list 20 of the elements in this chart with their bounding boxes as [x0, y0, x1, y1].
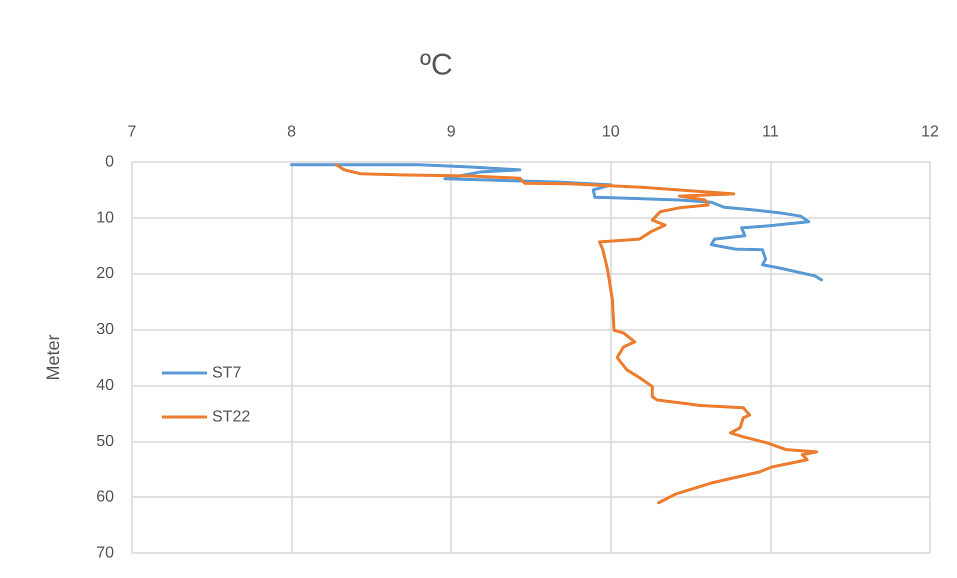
y-tick-label: 70	[96, 544, 114, 562]
y-tick-label: 30	[96, 321, 114, 338]
x-tick-label: 7	[128, 124, 137, 140]
legend-label: ST22	[212, 408, 250, 426]
y-tick-label: 60	[96, 488, 114, 506]
y-tick-label: 10	[96, 209, 114, 226]
y-tick-label: 50	[96, 432, 114, 450]
y-axis-title: Meter	[43, 334, 63, 381]
chart-title: ºC	[420, 48, 453, 82]
x-tick-label: 12	[921, 124, 939, 140]
line-series	[290, 163, 823, 282]
x-tick-label: 11	[762, 124, 779, 140]
x-tick-label: 8	[287, 124, 296, 140]
x-tick-label: 9	[446, 124, 456, 140]
y-tick-label: 40	[96, 376, 114, 394]
line-series	[334, 163, 818, 504]
x-tick-label: 10	[602, 124, 620, 140]
y-tick-label: 0	[105, 154, 114, 170]
y-tick-label: 20	[96, 265, 114, 282]
legend-label: ST7	[212, 364, 242, 382]
